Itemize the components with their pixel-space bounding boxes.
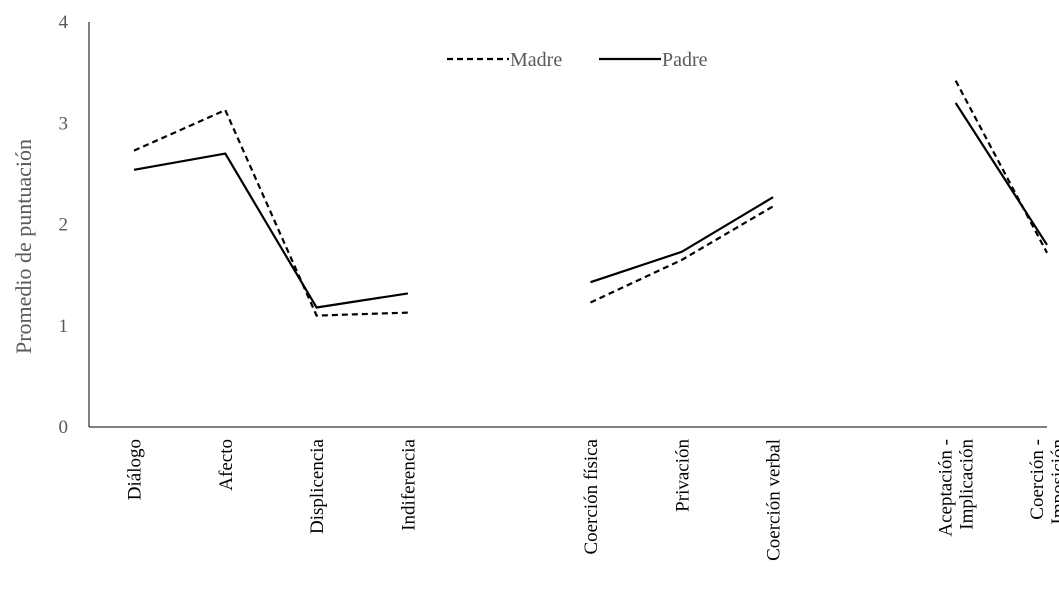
y-tick-label: 3 bbox=[59, 113, 69, 134]
series-madre-line-segment bbox=[590, 205, 774, 304]
series-madre-line-segment bbox=[954, 80, 1048, 254]
y-tick-label: 2 bbox=[59, 215, 69, 236]
x-category-label: Coerción verbal bbox=[764, 439, 785, 561]
x-category-label: Coerción física bbox=[581, 438, 602, 554]
x-category-label: Indiferencia bbox=[398, 438, 419, 530]
series-padre-line-segment bbox=[133, 152, 409, 309]
x-category-label: Implicación bbox=[957, 439, 978, 530]
legend-madre-label: Madre bbox=[510, 49, 562, 71]
x-category-label: Imposición bbox=[1048, 439, 1059, 525]
x-category-label: Aceptación - bbox=[936, 439, 957, 537]
series-lines bbox=[133, 80, 1048, 317]
series-madre bbox=[133, 80, 1048, 317]
y-tick-label: 4 bbox=[59, 12, 69, 33]
series-padre-line-segment bbox=[590, 196, 774, 284]
x-category-label: Diálogo bbox=[125, 439, 146, 500]
y-tick-labels: 0 1 2 3 4 bbox=[59, 12, 69, 438]
x-category-label: Afecto bbox=[216, 439, 237, 491]
x-category-label: Coerción - bbox=[1027, 439, 1048, 520]
x-category-label: Displicencia bbox=[307, 438, 328, 534]
y-tick-label: 1 bbox=[59, 316, 69, 337]
series-madre-line-segment bbox=[133, 108, 408, 317]
series-padre-line-segment bbox=[954, 102, 1048, 246]
series-padre bbox=[133, 102, 1048, 309]
y-tick-label: 0 bbox=[59, 417, 69, 438]
y-axis-title: Promedio de puntuación bbox=[11, 139, 36, 354]
legend-padre-label: Padre bbox=[662, 49, 708, 71]
x-category-labels: Diálogo Afecto Displicencia Indiferencia Coe… bbox=[125, 438, 1059, 560]
x-category-label: Privación bbox=[672, 439, 693, 512]
legend: Madre Padre bbox=[447, 49, 708, 71]
